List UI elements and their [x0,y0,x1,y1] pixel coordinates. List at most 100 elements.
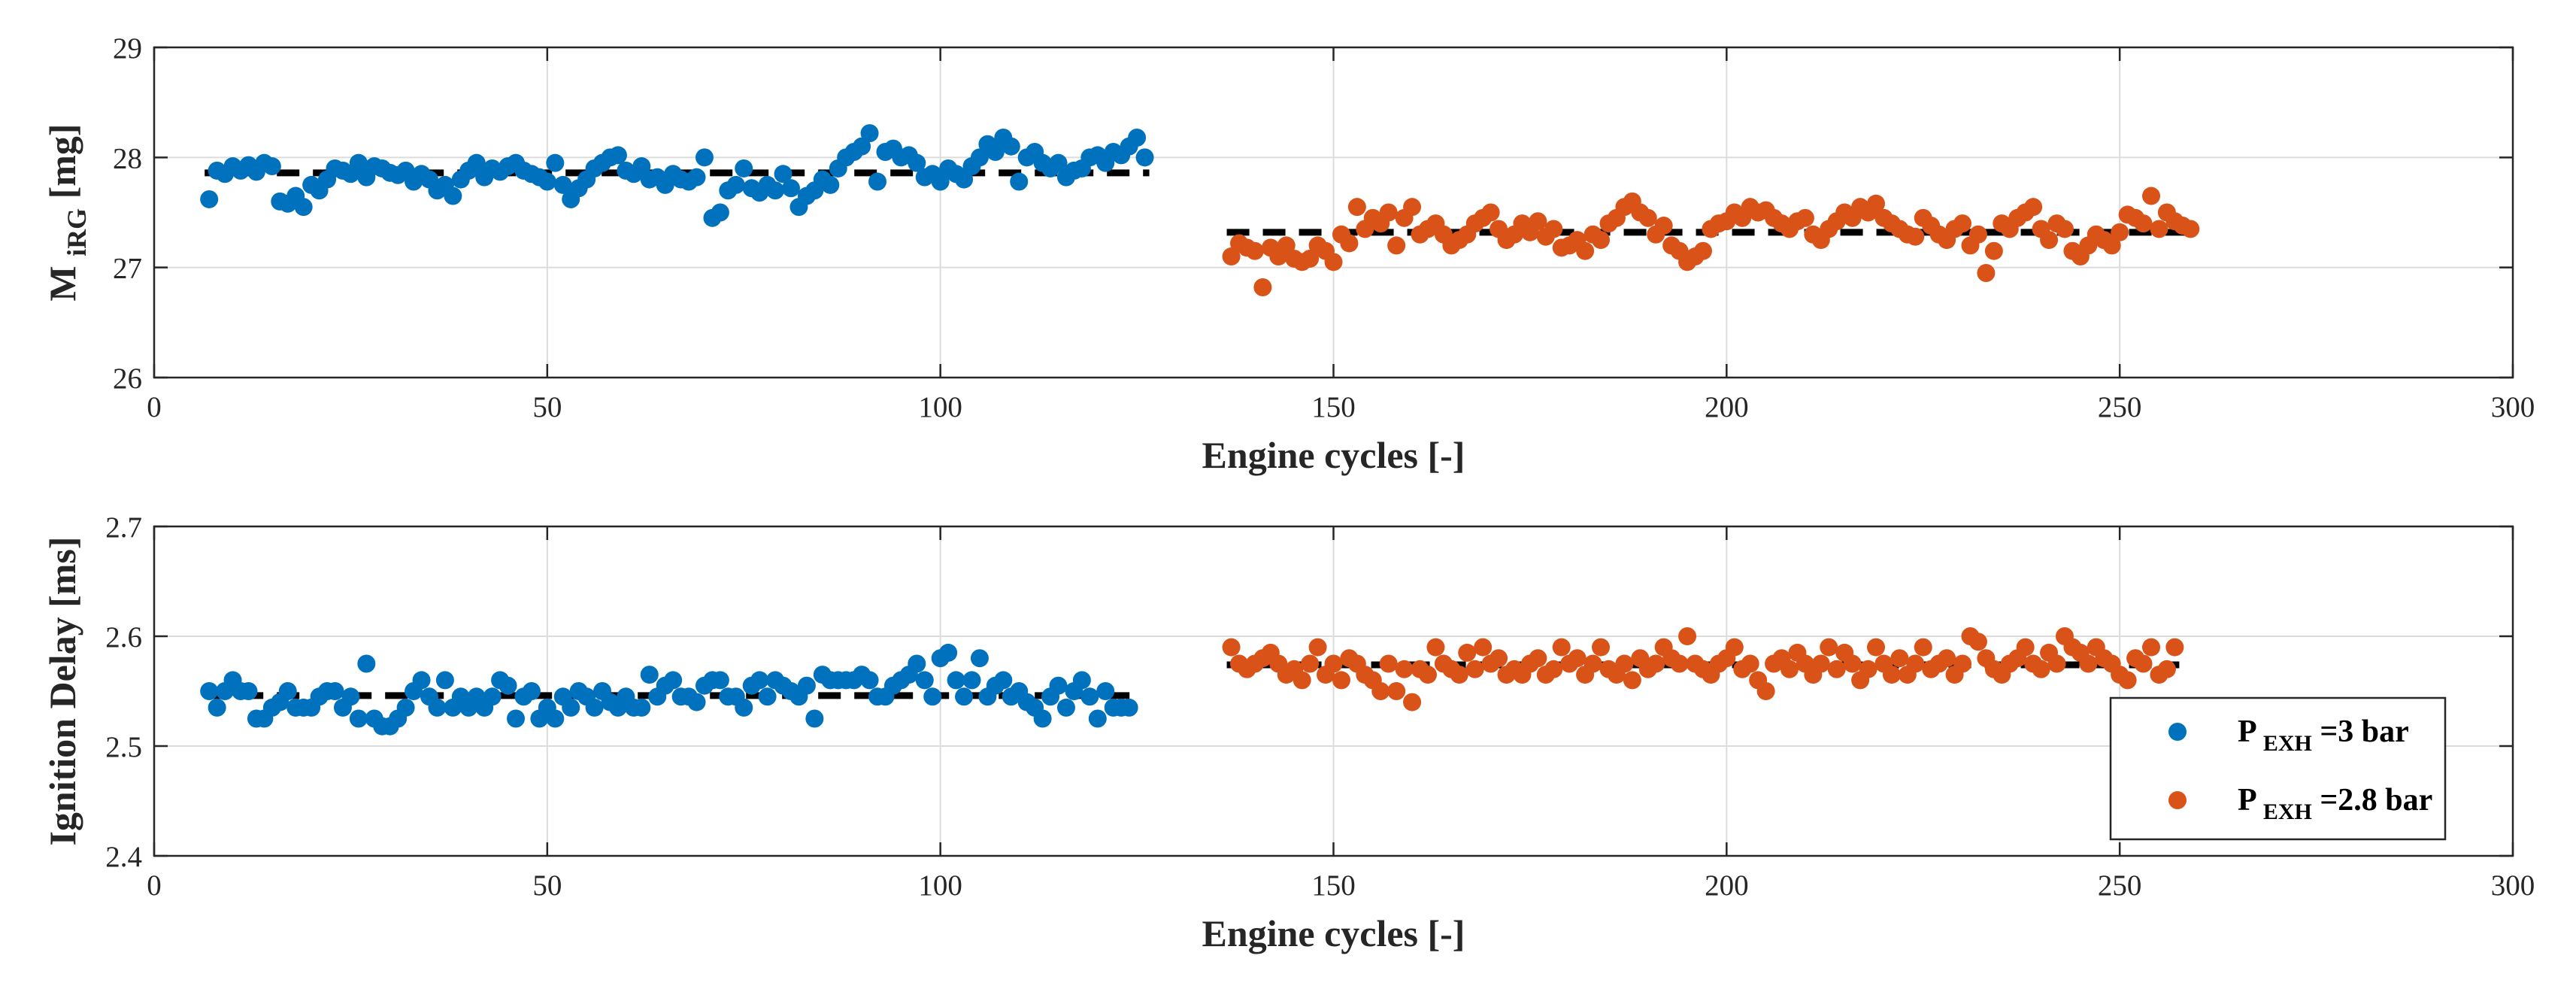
bottom-point-s1-25 [1418,666,1437,684]
bottom-point-s1-44 [1568,649,1587,668]
bottom-point-s0-71 [758,687,777,706]
bottom-point-s1-21 [1387,682,1406,700]
bottom-point-s1-91 [1938,649,1956,668]
bottom-points [200,627,2184,736]
bottom-x-tick-label-150: 150 [1311,869,1356,902]
top-point-s0-65 [711,203,729,222]
top-points [200,124,2200,297]
top-point-s0-68 [735,159,753,177]
top-point-s1-21 [1387,236,1406,255]
bottom-x-axis-label: Engine cycles [-] [1202,912,1465,954]
top-point-s1-53 [1638,208,1657,227]
bottom-point-s0-10 [278,682,297,700]
bottom-point-s1-14 [1332,671,1350,690]
bottom-point-s0-1 [208,698,226,717]
top-point-s0-118 [1128,128,1147,147]
bottom-point-s0-68 [735,698,753,717]
top-point-s1-41 [1544,220,1563,238]
bottom-point-s1-50 [1615,654,1634,673]
bottom-point-s1-119 [2157,660,2176,678]
bottom-point-s0-84 [860,671,879,690]
top-point-s0-73 [774,165,792,184]
legend-label-3bar: P EXH =3 bar [2238,714,2409,758]
bottom-point-s1-34 [1490,649,1508,668]
top-point-s0-52 [608,146,627,165]
top-plot: 0 50 100 150 200 250 300 26 27 28 29 Engine cycles… [41,32,2535,476]
legend: P EXH =3 bar P EXH =2.8 bar [2109,696,2447,841]
top-point-s1-47 [1592,231,1611,250]
bottom-point-s0-91 [915,671,934,690]
bottom-point-s1-42 [1552,638,1571,657]
top-x-tick-label-150: 150 [1311,391,1356,423]
top-point-s0-67 [726,175,745,194]
bottom-point-s1-79 [1843,654,1862,673]
top-point-s1-87 [1906,227,1925,246]
top-point-s1-7 [1277,236,1296,255]
bottom-point-s1-13 [1324,654,1343,673]
top-point-s1-118 [2150,220,2168,238]
legend-box [2109,696,2447,841]
bottom-point-s1-54 [1647,654,1665,673]
bottom-point-s0-113 [1088,709,1107,728]
bottom-point-s1-71 [1780,660,1799,678]
top-point-s1-0 [1222,247,1241,266]
bottom-point-s0-49 [585,698,604,717]
top-point-s0-45 [553,175,572,194]
bottom-point-s1-117 [2141,638,2160,657]
bottom-point-s1-58 [1678,627,1697,645]
top-point-s1-55 [1654,217,1673,235]
bottom-x-tick-label-300: 300 [2491,869,2535,902]
bottom-point-s1-114 [2118,671,2137,690]
bottom-point-s0-46 [562,698,580,717]
legend-item-3bar: P EXH =3 bar [2168,714,2409,758]
bottom-point-s0-56 [640,666,659,684]
bottom-point-s1-9 [1293,671,1311,690]
top-point-s1-13 [1324,253,1343,271]
bottom-point-s1-19 [1371,682,1390,700]
bottom-point-s1-88 [1914,638,1932,657]
top-point-s1-116 [2134,214,2153,233]
top-point-s0-93 [931,172,950,191]
bottom-point-s1-68 [1756,682,1775,700]
bottom-point-s1-41 [1544,660,1563,678]
top-point-s1-45 [1576,241,1595,260]
top-y-label-main: M [41,265,83,301]
top-point-s1-15 [1340,234,1359,253]
bottom-point-s1-87 [1906,654,1925,673]
bottom-point-s0-39 [507,709,526,728]
top-y-label-sub: iRG [62,208,92,256]
bottom-point-s0-95 [947,671,965,690]
bottom-point-s1-0 [1222,638,1241,657]
bottom-y-tick-label-2.7: 2.7 [105,511,142,544]
bottom-point-s1-85 [1890,649,1909,668]
top-point-s1-106 [2055,220,2074,238]
legend-label-2-8bar: P EXH =2.8 bar [2238,783,2432,827]
bottom-point-s0-112 [1080,687,1099,706]
top-point-s1-82 [1867,194,1886,213]
bottom-point-s1-46 [1583,654,1602,673]
legend-item-2-8bar: P EXH =2.8 bar [2168,783,2432,827]
top-point-s0-119 [1135,148,1154,167]
bottom-point-s0-70 [750,671,769,690]
top-point-s1-73 [1796,208,1814,227]
top-point-s1-39 [1529,212,1547,231]
bottom-point-s0-19 [349,709,368,728]
top-point-s0-44 [546,153,565,172]
top-x-tick-label-50: 50 [532,391,562,423]
top-point-s0-19 [349,153,368,172]
bottom-point-s0-101 [994,671,1013,690]
bottom-point-s1-23 [1403,693,1422,711]
bottom-point-s1-109 [2079,654,2098,673]
top-point-s0-63 [695,148,714,167]
top-point-s0-72 [766,181,785,200]
bottom-y-tick-label-2.4: 2.4 [105,841,142,873]
bottom-point-s0-29 [428,698,447,717]
top-point-s1-4 [1253,278,1272,297]
top-point-s1-113 [2111,223,2129,241]
top-x-tick-label-250: 250 [2098,391,2142,423]
bottom-point-s1-95 [1968,632,1987,651]
bottom-point-s0-55 [632,698,651,717]
legend-marker-3bar [2168,723,2187,741]
bottom-x-tick-label-50: 50 [532,869,562,902]
top-point-s1-60 [1693,241,1712,260]
